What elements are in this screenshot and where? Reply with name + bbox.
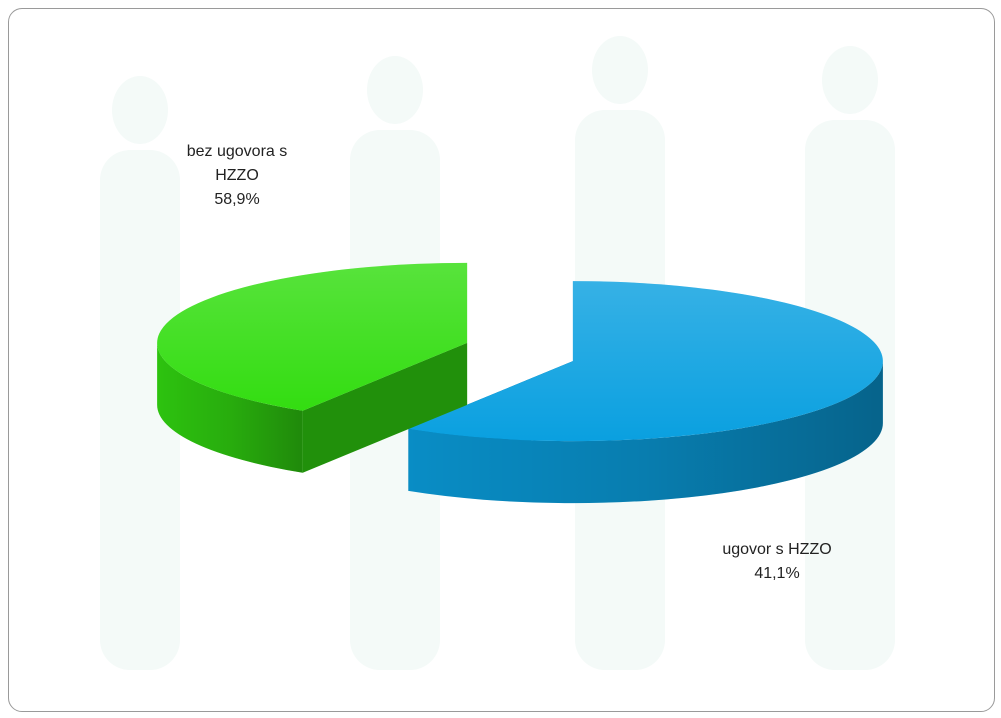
- slice-label: bez ugovora s HZZO 58,9%: [172, 140, 302, 212]
- category-label: bez ugovora s HZZO: [187, 143, 288, 184]
- chart: [0, 0, 1001, 718]
- page: {"chart_data": {"type": "pie", "categori…: [0, 0, 1001, 718]
- value-label: 58,9%: [214, 191, 259, 208]
- slice-label: ugovor s HZZO 41,1%: [712, 538, 842, 586]
- category-label: ugovor s HZZO: [722, 541, 831, 558]
- value-label: 41,1%: [754, 565, 799, 582]
